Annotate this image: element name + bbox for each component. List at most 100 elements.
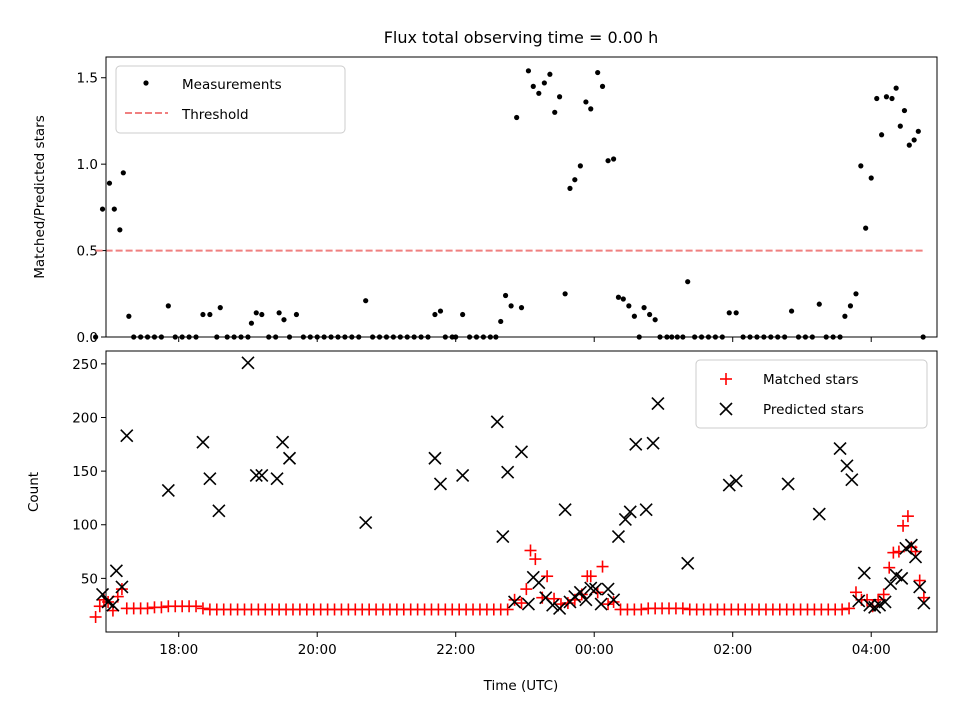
predicted-star-point bbox=[276, 435, 290, 449]
predicted-star-point bbox=[558, 503, 572, 517]
predicted-star-point bbox=[812, 507, 826, 521]
matched-star-point bbox=[602, 598, 615, 611]
matched-star-point bbox=[887, 546, 900, 559]
predicted-star-point bbox=[618, 512, 632, 526]
bottom-y-axis-label: Count bbox=[26, 472, 42, 512]
bottom-legend-frame bbox=[695, 359, 928, 429]
measurement-point bbox=[572, 177, 578, 183]
matched-star-point bbox=[115, 583, 128, 596]
predicted-star-point bbox=[456, 468, 470, 482]
legend-matched-label: Matched stars bbox=[763, 372, 859, 388]
measurement-point bbox=[207, 311, 213, 318]
measurement-point bbox=[552, 109, 558, 115]
predicted-star-point bbox=[270, 472, 284, 486]
top-y-tick-label: 1.0 bbox=[77, 157, 98, 173]
measurement-point bbox=[652, 317, 658, 323]
measurement-point bbox=[588, 106, 594, 112]
measurement-point bbox=[530, 83, 536, 89]
measurement-point bbox=[217, 305, 223, 311]
matched-star-point bbox=[520, 583, 533, 596]
measurement-point bbox=[883, 94, 890, 100]
bottom-y-tick-label: 250 bbox=[72, 357, 98, 373]
matched-star-point bbox=[635, 603, 648, 616]
predicted-star-point bbox=[106, 598, 120, 612]
bottom-series-marks bbox=[89, 356, 931, 623]
measurement-point bbox=[281, 317, 287, 323]
top-axes-frame bbox=[105, 56, 938, 338]
matched-star-point bbox=[529, 553, 542, 566]
measurement-point bbox=[595, 69, 601, 76]
measurement-point bbox=[126, 313, 132, 319]
top-y-tick-label: 0.5 bbox=[77, 244, 98, 260]
matched-star-point bbox=[190, 600, 203, 613]
predicted-star-point bbox=[781, 477, 795, 491]
predicted-star-point bbox=[611, 529, 626, 544]
predicted-star-point bbox=[884, 577, 898, 591]
measurement-point bbox=[863, 225, 869, 231]
matched-star-point bbox=[861, 593, 874, 606]
predicted-star-point bbox=[722, 478, 736, 492]
measurement-point bbox=[577, 163, 583, 169]
measurement-point bbox=[641, 305, 647, 311]
matched-star-point bbox=[843, 602, 856, 615]
predicted-star-point bbox=[579, 593, 593, 607]
bottom-y-tick-label: 150 bbox=[72, 464, 98, 480]
matched-star-point bbox=[901, 510, 914, 523]
predicted-star-point bbox=[729, 474, 743, 488]
predicted-star-point bbox=[249, 468, 263, 482]
measurement-point bbox=[437, 308, 444, 314]
predicted-star-point bbox=[833, 442, 847, 456]
predicted-star-point bbox=[845, 473, 859, 487]
bottom-panel: 50 100 150 200 250 18:00 20:00 22:00 00:00 02:00 0… bbox=[26, 350, 938, 694]
predicted-star-point bbox=[508, 595, 522, 609]
measurement-point bbox=[432, 311, 438, 318]
measurement-point bbox=[93, 334, 99, 340]
matched-star-point bbox=[591, 586, 604, 599]
bottom-y-tick-label: 100 bbox=[72, 518, 98, 534]
legend-measurements-marker bbox=[143, 80, 149, 86]
predicted-star-point bbox=[120, 429, 134, 443]
measurement-point bbox=[567, 185, 573, 191]
measurement-point bbox=[363, 298, 369, 304]
predicted-star-point bbox=[490, 415, 504, 429]
measurement-point bbox=[847, 303, 854, 309]
measurement-point bbox=[626, 303, 632, 309]
legend-predicted-marker bbox=[719, 402, 733, 416]
measurement-point bbox=[842, 313, 848, 319]
measurement-point bbox=[120, 170, 126, 176]
predicted-star-point bbox=[514, 445, 529, 459]
measurement-point bbox=[858, 163, 864, 169]
measurement-point bbox=[583, 99, 589, 105]
matched-star-point bbox=[607, 595, 620, 608]
measurement-point bbox=[259, 311, 265, 318]
legend-matched-marker bbox=[720, 373, 732, 385]
matched-star-point bbox=[836, 603, 849, 616]
measurement-point bbox=[879, 132, 885, 138]
measurement-point bbox=[200, 311, 206, 318]
measurement-point bbox=[518, 305, 525, 311]
predicted-star-point bbox=[115, 580, 129, 594]
chart-title: Flux total observing time = 0.00 h bbox=[384, 28, 659, 47]
top-y-tick-label: 1.5 bbox=[77, 71, 98, 87]
bottom-y-tick-label: 50 bbox=[81, 571, 98, 587]
matched-star-point bbox=[897, 519, 910, 532]
measurement-point bbox=[165, 303, 171, 309]
measurement-point bbox=[901, 107, 908, 114]
top-panel: 0.0 0.5 1.0 1.5 Matched/Predicted stars Mea… bbox=[32, 56, 938, 346]
x-tick-label: 22:00 bbox=[436, 642, 475, 658]
matched-star-point bbox=[524, 544, 537, 557]
measurement-point bbox=[536, 90, 542, 96]
measurement-point bbox=[253, 310, 259, 316]
predicted-star-point bbox=[629, 437, 643, 451]
matched-star-point bbox=[501, 603, 514, 616]
matched-star-point bbox=[515, 597, 528, 610]
predicted-star-point bbox=[496, 529, 510, 544]
predicted-star-point bbox=[917, 596, 931, 610]
matched-star-point bbox=[917, 591, 930, 604]
predicted-star-point bbox=[607, 593, 621, 607]
predicted-star-point bbox=[428, 451, 442, 465]
measurement-point bbox=[605, 158, 611, 164]
predicted-star-point bbox=[863, 598, 877, 612]
matched-star-point bbox=[913, 574, 926, 587]
x-tick-label: 18:00 bbox=[159, 642, 198, 658]
